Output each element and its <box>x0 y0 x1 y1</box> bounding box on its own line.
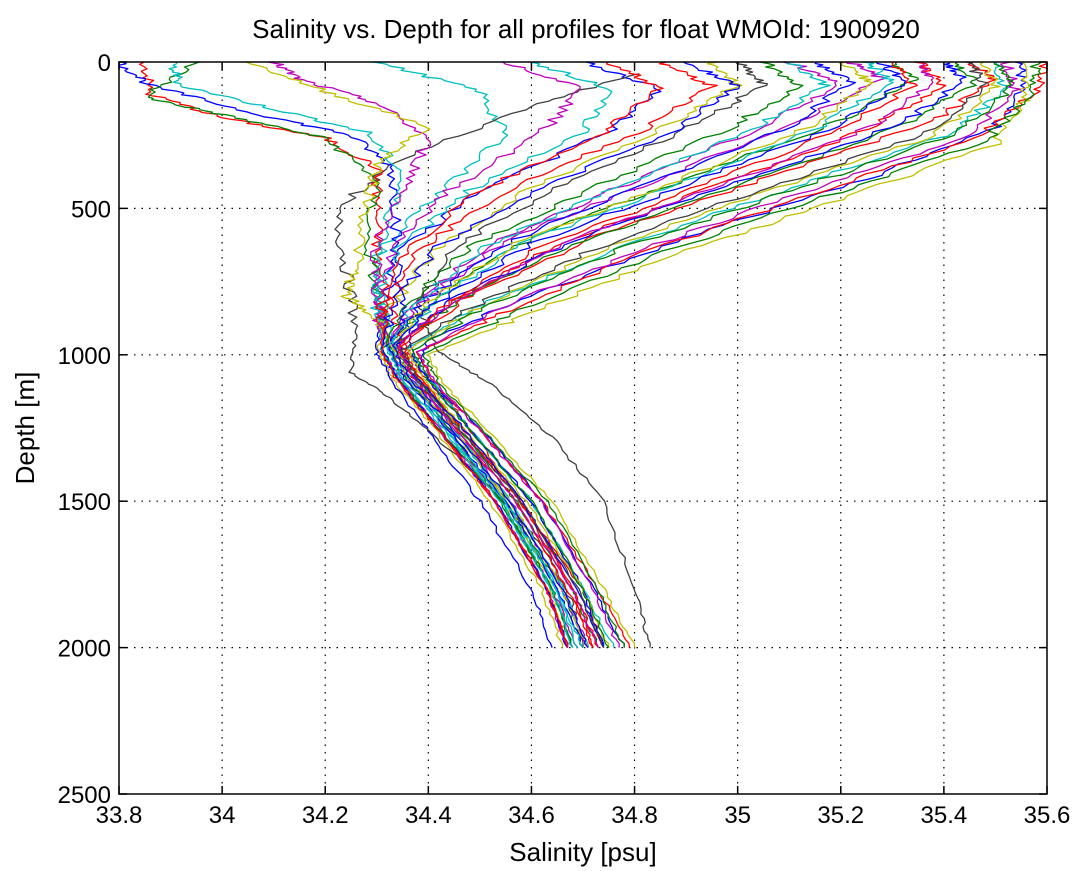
x-tick-label: 34.6 <box>508 802 555 829</box>
chart-title: Salinity vs. Depth for all profiles for … <box>252 14 920 44</box>
salinity-profile-line <box>374 61 664 648</box>
y-tick-label: 2000 <box>58 636 111 663</box>
x-axis-label: Salinity [psu] <box>509 837 656 867</box>
y-tick-label: 1500 <box>58 489 111 516</box>
salinity-profile-line <box>416 61 1021 648</box>
x-axis-tick-labels: 33.8 34 34.2 34.4 34.6 34.8 35 35.2 35.4 35.6 <box>96 802 1071 829</box>
salinity-profile-line <box>426 61 1031 648</box>
x-tick-label: 34.2 <box>302 802 349 829</box>
x-tick-label: 35.2 <box>817 802 864 829</box>
salinity-profile-line <box>118 61 605 648</box>
salinity-profile-line <box>407 61 1001 648</box>
x-tick-label: 35.6 <box>1024 802 1071 829</box>
salinity-profile-line <box>370 61 613 648</box>
y-tick-label: 0 <box>98 50 111 77</box>
salinity-profile-line <box>380 61 741 648</box>
x-tick-label: 34 <box>209 802 236 829</box>
salinity-profile-line <box>384 61 857 648</box>
y-tick-label: 1000 <box>58 343 111 370</box>
y-axis-label: Depth [m] <box>10 372 40 485</box>
grid-lines <box>119 62 1047 794</box>
salinity-profile-line <box>168 61 579 649</box>
axis-ticks <box>118 61 1048 795</box>
x-tick-label: 33.8 <box>96 802 143 829</box>
salinity-profile-line <box>386 61 831 648</box>
salinity-profile-line <box>245 61 569 648</box>
plot-frame <box>118 61 1048 795</box>
y-axis-tick-labels: 0 500 1000 1500 2000 2500 <box>58 50 111 809</box>
x-tick-label: 34.8 <box>611 802 658 829</box>
salinity-profile-line <box>391 61 874 648</box>
profile-lines <box>118 61 1048 649</box>
x-tick-label: 34.4 <box>405 802 452 829</box>
salinity-profile-line <box>400 61 997 648</box>
y-tick-label: 500 <box>71 196 111 223</box>
salinity-profile-line <box>411 61 1014 649</box>
salinity-profile-line <box>422 61 1043 648</box>
x-tick-label: 35.4 <box>921 802 968 829</box>
y-tick-label: 2500 <box>58 782 111 809</box>
salinity-profile-line <box>416 61 769 648</box>
salinity-profile-line <box>392 61 907 649</box>
x-tick-label: 35 <box>724 802 751 829</box>
salinity-profile-line <box>398 61 934 648</box>
salinity-profile-line <box>376 61 743 648</box>
salinity-profile-line <box>400 61 988 648</box>
